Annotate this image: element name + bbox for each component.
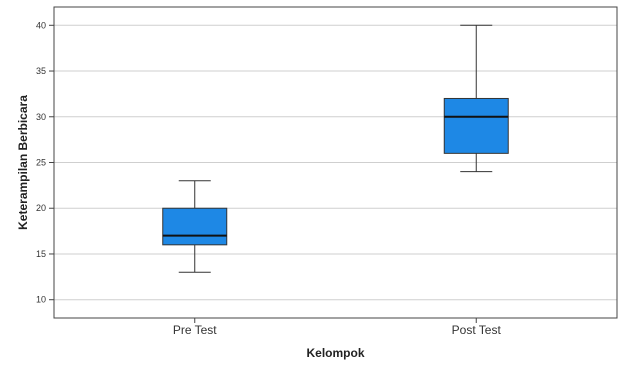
y-tick-label: 15 bbox=[36, 249, 46, 259]
y-tick-label: 40 bbox=[36, 20, 46, 30]
iqr-box bbox=[443, 97, 509, 154]
grid-lines bbox=[54, 24, 617, 301]
x-axis-title: Kelompok bbox=[306, 346, 364, 360]
y-tick-label: 10 bbox=[36, 295, 46, 305]
x-category-label: Pre Test bbox=[173, 323, 217, 337]
box-pre-test bbox=[162, 180, 228, 273]
y-axis-title: Keterampilan Berbicara bbox=[16, 95, 30, 230]
plot-area-frame bbox=[53, 6, 618, 319]
y-tick-label: 25 bbox=[36, 158, 46, 168]
x-axis-categories: Pre Test Post Test bbox=[173, 318, 502, 337]
box-post-test bbox=[443, 24, 509, 173]
y-tick-label: 20 bbox=[36, 203, 46, 213]
y-axis-ticks: 10 15 20 25 30 35 40 bbox=[36, 20, 54, 305]
y-tick-label: 30 bbox=[36, 112, 46, 122]
y-tick-label: 35 bbox=[36, 66, 46, 76]
iqr-box bbox=[162, 207, 228, 246]
x-category-label: Post Test bbox=[452, 323, 502, 337]
boxes bbox=[162, 24, 509, 273]
